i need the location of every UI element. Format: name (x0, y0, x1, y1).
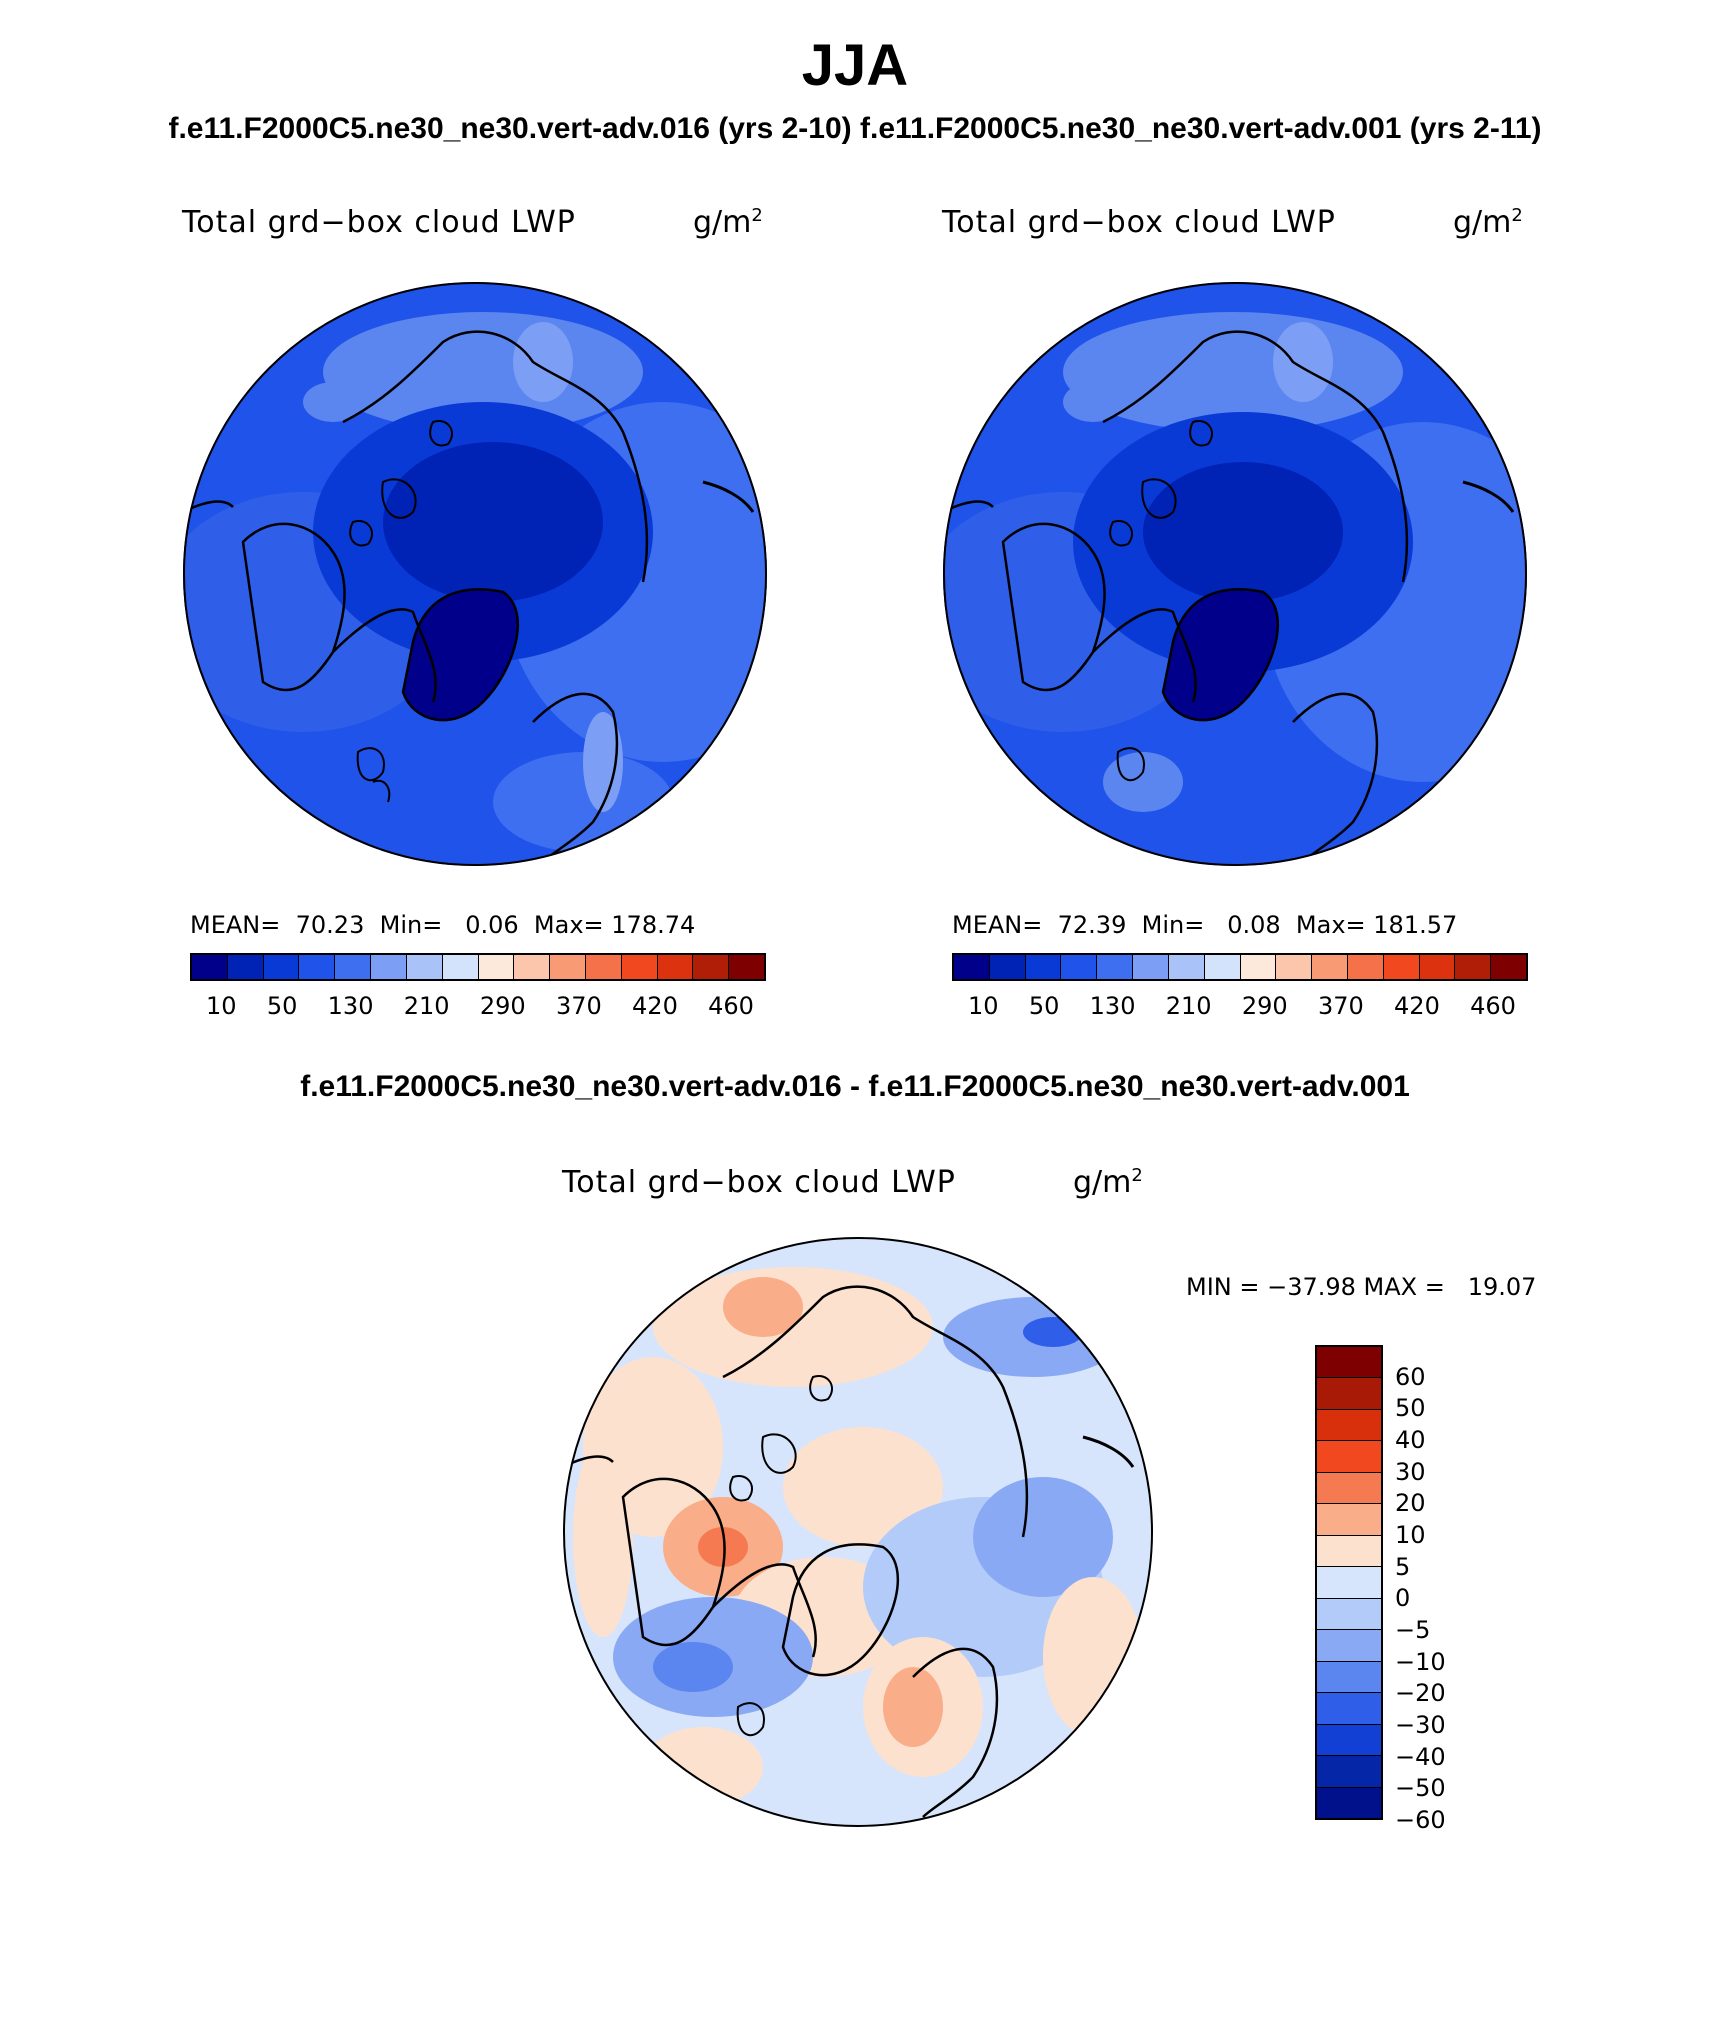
colorbar-swatch (1317, 1409, 1381, 1442)
colorbar-tick-label: −30 (1395, 1711, 1446, 1739)
colorbar-tick-label: −40 (1395, 1742, 1446, 1771)
colorbar-tick-label: 40 (1395, 1426, 1426, 1454)
colorbar-tick-label: 460 (1470, 992, 1516, 1020)
colorbar-tick-label: 420 (632, 992, 678, 1020)
colorbar-tick-label: 50 (1395, 1394, 1426, 1423)
difference-min-max: MIN = −37.98 MAX = 19.07 (1186, 1273, 1537, 1301)
colorbar-tick-label: −5 (1395, 1616, 1431, 1644)
colorbar-swatch (1317, 1504, 1381, 1536)
colorbar-tick-label: 5 (1395, 1552, 1411, 1581)
panel2-colorbar (952, 953, 1528, 981)
colorbar-tick-label: 370 (555, 992, 602, 1020)
panel1-colorbar-labels: 10 50 130 210 290 370 420 460 (206, 992, 754, 1020)
colorbar-tick-label: 10 (1395, 1521, 1426, 1549)
colorbar-swatch (1317, 1661, 1381, 1694)
colorbar-tick-label: −50 (1395, 1774, 1446, 1803)
colorbar-swatch (1312, 955, 1348, 979)
colorbar-swatch (954, 955, 990, 979)
colorbar-swatch (657, 955, 694, 979)
colorbar-swatch (1317, 1756, 1381, 1788)
colorbar-swatch (1097, 955, 1134, 979)
colorbar-swatch (729, 955, 764, 979)
colorbar-tick-label: 10 (968, 992, 999, 1020)
colorbar-tick-label: 290 (479, 992, 526, 1020)
colorbar-swatch (1317, 1787, 1381, 1819)
colorbar-tick-label: 460 (708, 992, 754, 1020)
colorbar-swatch (1347, 955, 1384, 979)
colorbar-tick-label: 290 (1241, 992, 1288, 1020)
colorbar-swatch (1455, 955, 1492, 979)
colorbar-tick-label: 50 (266, 992, 298, 1020)
colorbar-tick-label: 370 (1317, 992, 1364, 1020)
colorbar-tick-label: 210 (1165, 992, 1212, 1020)
panel1-variable-label: Total grd−box cloud LWP (182, 205, 576, 240)
colorbar-tick-label: 20 (1395, 1489, 1426, 1518)
colorbar-swatch (1240, 955, 1277, 979)
colorbar-swatch (1317, 1378, 1381, 1410)
colorbar-swatch (406, 955, 443, 979)
colorbar-tick-label: 10 (206, 992, 237, 1020)
colorbar-swatch (192, 955, 228, 979)
difference-colorbar (1315, 1345, 1383, 1820)
colorbar-tick-label: −10 (1395, 1647, 1446, 1676)
colorbar-tick-label: 130 (1089, 992, 1136, 1020)
colorbar-swatch (1317, 1535, 1381, 1568)
colorbar-tick-label: 50 (1028, 992, 1060, 1020)
colorbar-swatch (1419, 955, 1456, 979)
colorbar-swatch (1168, 955, 1205, 979)
colorbar-swatch (693, 955, 730, 979)
colorbar-tick-label: 210 (403, 992, 450, 1020)
colorbar-swatch (478, 955, 515, 979)
panel1-polar-map (183, 282, 767, 866)
diff-variable-label: Total grd−box cloud LWP (562, 1165, 956, 1200)
difference-subtitle: f.e11.F2000C5.ne30_ne30.vert-adv.016 - f… (300, 1070, 1410, 1103)
colorbar-swatch (371, 955, 407, 979)
colorbar-swatch (1317, 1472, 1381, 1505)
colorbar-swatch (227, 955, 264, 979)
panel2-variable-label: Total grd−box cloud LWP (942, 205, 1336, 240)
colorbar-tick-label: 30 (1395, 1457, 1426, 1486)
panel1-stats: MEAN= 70.23 Min= 0.06 Max= 178.74 (190, 911, 696, 939)
colorbar-swatch (1025, 955, 1062, 979)
colorbar-tick-label: −20 (1395, 1679, 1446, 1708)
colorbar-swatch (1317, 1693, 1381, 1725)
colorbar-swatch (1061, 955, 1098, 979)
colorbar-swatch (1317, 1724, 1381, 1757)
colorbar-swatch (1317, 1441, 1381, 1473)
colorbar-swatch (1317, 1567, 1381, 1599)
colorbar-swatch (1383, 955, 1420, 979)
diff-units: g/m2 (1073, 1165, 1143, 1200)
panel2-colorbar-labels: 10 50 130 210 290 370 420 460 (968, 992, 1516, 1020)
colorbar-swatch (335, 955, 372, 979)
colorbar-swatch (585, 955, 622, 979)
colorbar-tick-label: 0 (1395, 1584, 1411, 1613)
colorbar-swatch (1276, 955, 1313, 979)
colorbar-swatch (989, 955, 1026, 979)
colorbar-tick-label: −60 (1395, 1806, 1446, 1834)
colorbar-swatch (1204, 955, 1241, 979)
colorbar-swatch (1317, 1630, 1381, 1662)
difference-polar-map (563, 1237, 1153, 1827)
difference-colorbar-labels: 60 50 40 30 20 10 5 0 −5 −10 −20 −30 −40 −50 −60 (1395, 1345, 1595, 1834)
colorbar-swatch (550, 955, 586, 979)
panel2-polar-map (943, 282, 1527, 866)
panel1-units: g/m2 (693, 205, 763, 240)
top-subtitle: f.e11.F2000C5.ne30_ne30.vert-adv.016 (yr… (168, 112, 1542, 145)
panel2-units: g/m2 (1453, 205, 1523, 240)
colorbar-swatch (621, 955, 658, 979)
panel1-colorbar (190, 953, 766, 981)
colorbar-swatch (299, 955, 336, 979)
colorbar-swatch (442, 955, 479, 979)
colorbar-swatch (263, 955, 300, 979)
colorbar-tick-label: 60 (1395, 1362, 1426, 1391)
page-title: JJA (801, 33, 909, 98)
colorbar-swatch (514, 955, 551, 979)
colorbar-tick-label: 420 (1394, 992, 1440, 1020)
colorbar-swatch (1317, 1347, 1381, 1379)
colorbar-swatch (1133, 955, 1169, 979)
colorbar-swatch (1317, 1598, 1381, 1631)
panel2-stats: MEAN= 72.39 Min= 0.08 Max= 181.57 (952, 911, 1458, 939)
colorbar-tick-label: 130 (327, 992, 374, 1020)
colorbar-swatch (1491, 955, 1526, 979)
